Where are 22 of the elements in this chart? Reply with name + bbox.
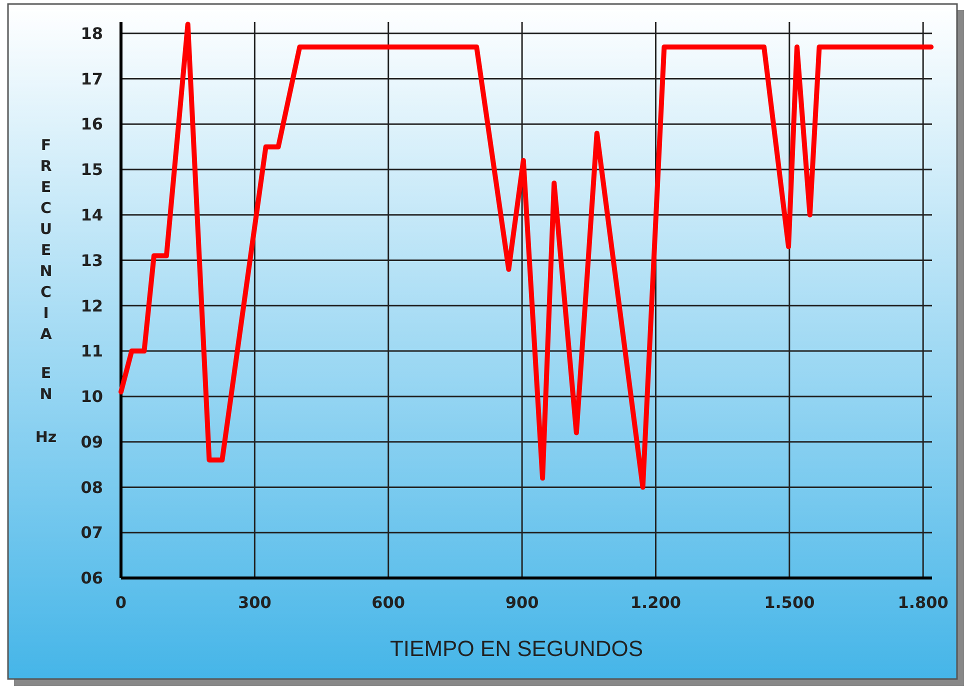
x-tick-label: 1.500 [764,593,815,612]
y-tick-label: 16 [80,114,103,134]
y-tick-label: 06 [80,568,103,588]
y-tick-label: 14 [80,206,103,224]
x-tick-label: 600 [372,593,406,612]
y-tick-label: 15 [80,160,103,180]
y-tick-label: 08 [80,478,103,497]
y-tick-label: 18 [80,24,103,43]
x-tick-label: 300 [238,593,272,612]
y-tick-label: 17 [80,69,103,88]
x-tick-label: 900 [505,593,539,612]
y-tick-label: 11 [80,342,103,361]
y-tick-label: 07 [80,523,103,542]
y-tick-label: 13 [80,250,103,270]
x-axis-title: TIEMPO EN SEGUNDOS [390,636,644,661]
x-tick-label: 1.800 [898,593,948,612]
y-tick-label: 10 [80,387,103,406]
x-tick-label: 1.200 [630,593,682,612]
text: FRECUENCIA EN Hz [35,136,57,446]
y-tick-label: 12 [80,296,103,316]
x-tick-label: 0 [115,593,127,612]
y-tick-label: 09 [80,432,103,452]
